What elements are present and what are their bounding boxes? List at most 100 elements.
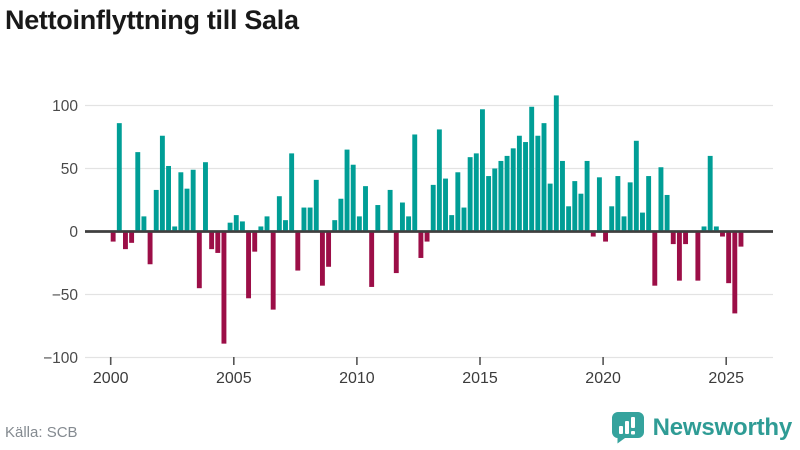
bar-2017-q2 <box>535 135 541 232</box>
bar-2006-q3 <box>270 231 276 310</box>
bar-2010-q4 <box>375 205 381 232</box>
bar-2016-q1 <box>504 155 510 232</box>
bar-2024-q4 <box>720 231 725 237</box>
bar-2017-q4 <box>547 183 553 232</box>
bar-2025-q3 <box>738 231 744 247</box>
bar-2002-q3 <box>172 226 178 232</box>
bar-2022-q2 <box>658 167 664 232</box>
x-axis-tick-label: 2005 <box>216 370 252 387</box>
bar-2004-q2 <box>215 231 221 253</box>
bar-2005-q3 <box>246 231 252 299</box>
bar-2014-q1 <box>455 172 461 232</box>
bar-2022-q3 <box>664 194 670 232</box>
bar-2007-q4 <box>301 207 307 232</box>
bar-2003-q3 <box>196 231 202 289</box>
bar-2021-q2 <box>633 140 639 232</box>
bar-2012-q1 <box>406 216 412 232</box>
bar-2023-q4 <box>695 231 701 281</box>
newsworthy-bubble-chart-icon <box>611 411 645 444</box>
bar-2017-q1 <box>529 106 535 232</box>
bar-2001-q1 <box>135 152 141 232</box>
bar-2015-q3 <box>492 168 498 232</box>
bar-2025-q1 <box>726 231 732 284</box>
bar-2010-q2 <box>363 186 368 232</box>
bar-2000-q2 <box>116 123 122 232</box>
bar-2004-q1 <box>209 231 215 250</box>
source-label: Källa: SCB <box>5 424 78 441</box>
bar-2018-q3 <box>566 206 572 232</box>
bar-2014-q3 <box>467 157 473 232</box>
bar-2023-q1 <box>676 231 682 281</box>
bar-2007-q1 <box>283 220 288 232</box>
bar-2018-q4 <box>572 181 578 232</box>
bar-2014-q2 <box>461 207 467 232</box>
bar-2000-q3 <box>123 231 128 250</box>
bar-2016-q4 <box>523 142 528 232</box>
bar-2003-q4 <box>203 162 208 232</box>
bar-chart: 100 50 0 −50 −100 2000 2005 2010 2015 2020 2025 <box>0 72 800 392</box>
bar-2015-q1 <box>480 109 485 232</box>
bar-2020-q3 <box>615 176 621 232</box>
x-axis-tick-label: 2025 <box>708 370 744 387</box>
bar-2018-q2 <box>560 160 565 232</box>
bar-2019-q1 <box>578 193 584 232</box>
bar-2011-q3 <box>393 231 399 274</box>
bar-2022-q4 <box>670 231 676 245</box>
newsworthy-logo: Newsworthy <box>611 411 792 444</box>
bar-2003-q1 <box>184 188 190 232</box>
bar-2008-q4 <box>326 231 332 267</box>
bar-2012-q2 <box>412 134 418 232</box>
bar-2006-q4 <box>276 196 282 232</box>
bar-2025-q2 <box>732 231 738 314</box>
x-axis-tick-label: 2020 <box>585 370 621 387</box>
bar-2011-q2 <box>387 189 393 232</box>
bar-2006-q1 <box>258 226 264 232</box>
bar-2019-q4 <box>596 177 602 232</box>
y-axis-tick-label: 0 <box>69 224 78 241</box>
bar-2021-q1 <box>627 182 633 232</box>
bar-2019-q2 <box>584 160 590 232</box>
bar-2020-q4 <box>621 216 627 232</box>
x-axis-tick-label: 2015 <box>462 370 498 387</box>
bar-2020-q2 <box>609 206 615 232</box>
bar-2019-q3 <box>590 231 596 237</box>
bar-2015-q4 <box>498 160 504 232</box>
bar-2014-q4 <box>473 153 479 232</box>
bar-2013-q3 <box>443 178 448 232</box>
bar-2006-q2 <box>264 216 270 232</box>
bar-2004-q3 <box>221 231 227 344</box>
bar-2002-q2 <box>166 165 171 232</box>
bar-2023-q2 <box>683 231 689 245</box>
bar-2004-q4 <box>227 222 233 232</box>
y-axis-tick-label: 100 <box>52 98 78 115</box>
bar-2013-q4 <box>449 215 455 232</box>
bar-2001-q3 <box>147 231 153 265</box>
bar-2016-q2 <box>510 148 516 232</box>
bar-2001-q4 <box>153 189 159 232</box>
bar-2007-q3 <box>295 231 301 271</box>
bar-2008-q2 <box>313 179 319 232</box>
bar-2022-q1 <box>652 231 658 286</box>
bar-2021-q3 <box>640 212 645 232</box>
bar-2008-q3 <box>319 231 325 286</box>
y-axis-tick-label: −50 <box>52 287 79 304</box>
bar-2024-q2 <box>707 155 713 232</box>
bar-2018-q1 <box>553 95 559 232</box>
bar-2024-q1 <box>701 226 707 232</box>
bar-2013-q2 <box>436 129 442 232</box>
bar-2009-q1 <box>332 220 338 232</box>
newsworthy-wordmark: Newsworthy <box>652 413 793 441</box>
chart-title: Nettoinflyttning till Sala <box>5 5 299 35</box>
bar-2005-q4 <box>252 231 258 252</box>
y-axis-tick-label: 50 <box>61 161 79 178</box>
bar-2000-q1 <box>110 231 116 242</box>
footer: Källa: SCB Newsworthy <box>0 404 800 450</box>
bar-2002-q1 <box>159 135 165 232</box>
bar-2003-q2 <box>190 169 196 232</box>
bar-2020-q1 <box>603 231 608 242</box>
bar-2013-q1 <box>430 184 436 232</box>
bar-2008-q1 <box>307 207 313 232</box>
bar-2005-q1 <box>233 215 239 232</box>
bar-2021-q4 <box>646 176 652 232</box>
bar-2015-q2 <box>486 176 492 232</box>
